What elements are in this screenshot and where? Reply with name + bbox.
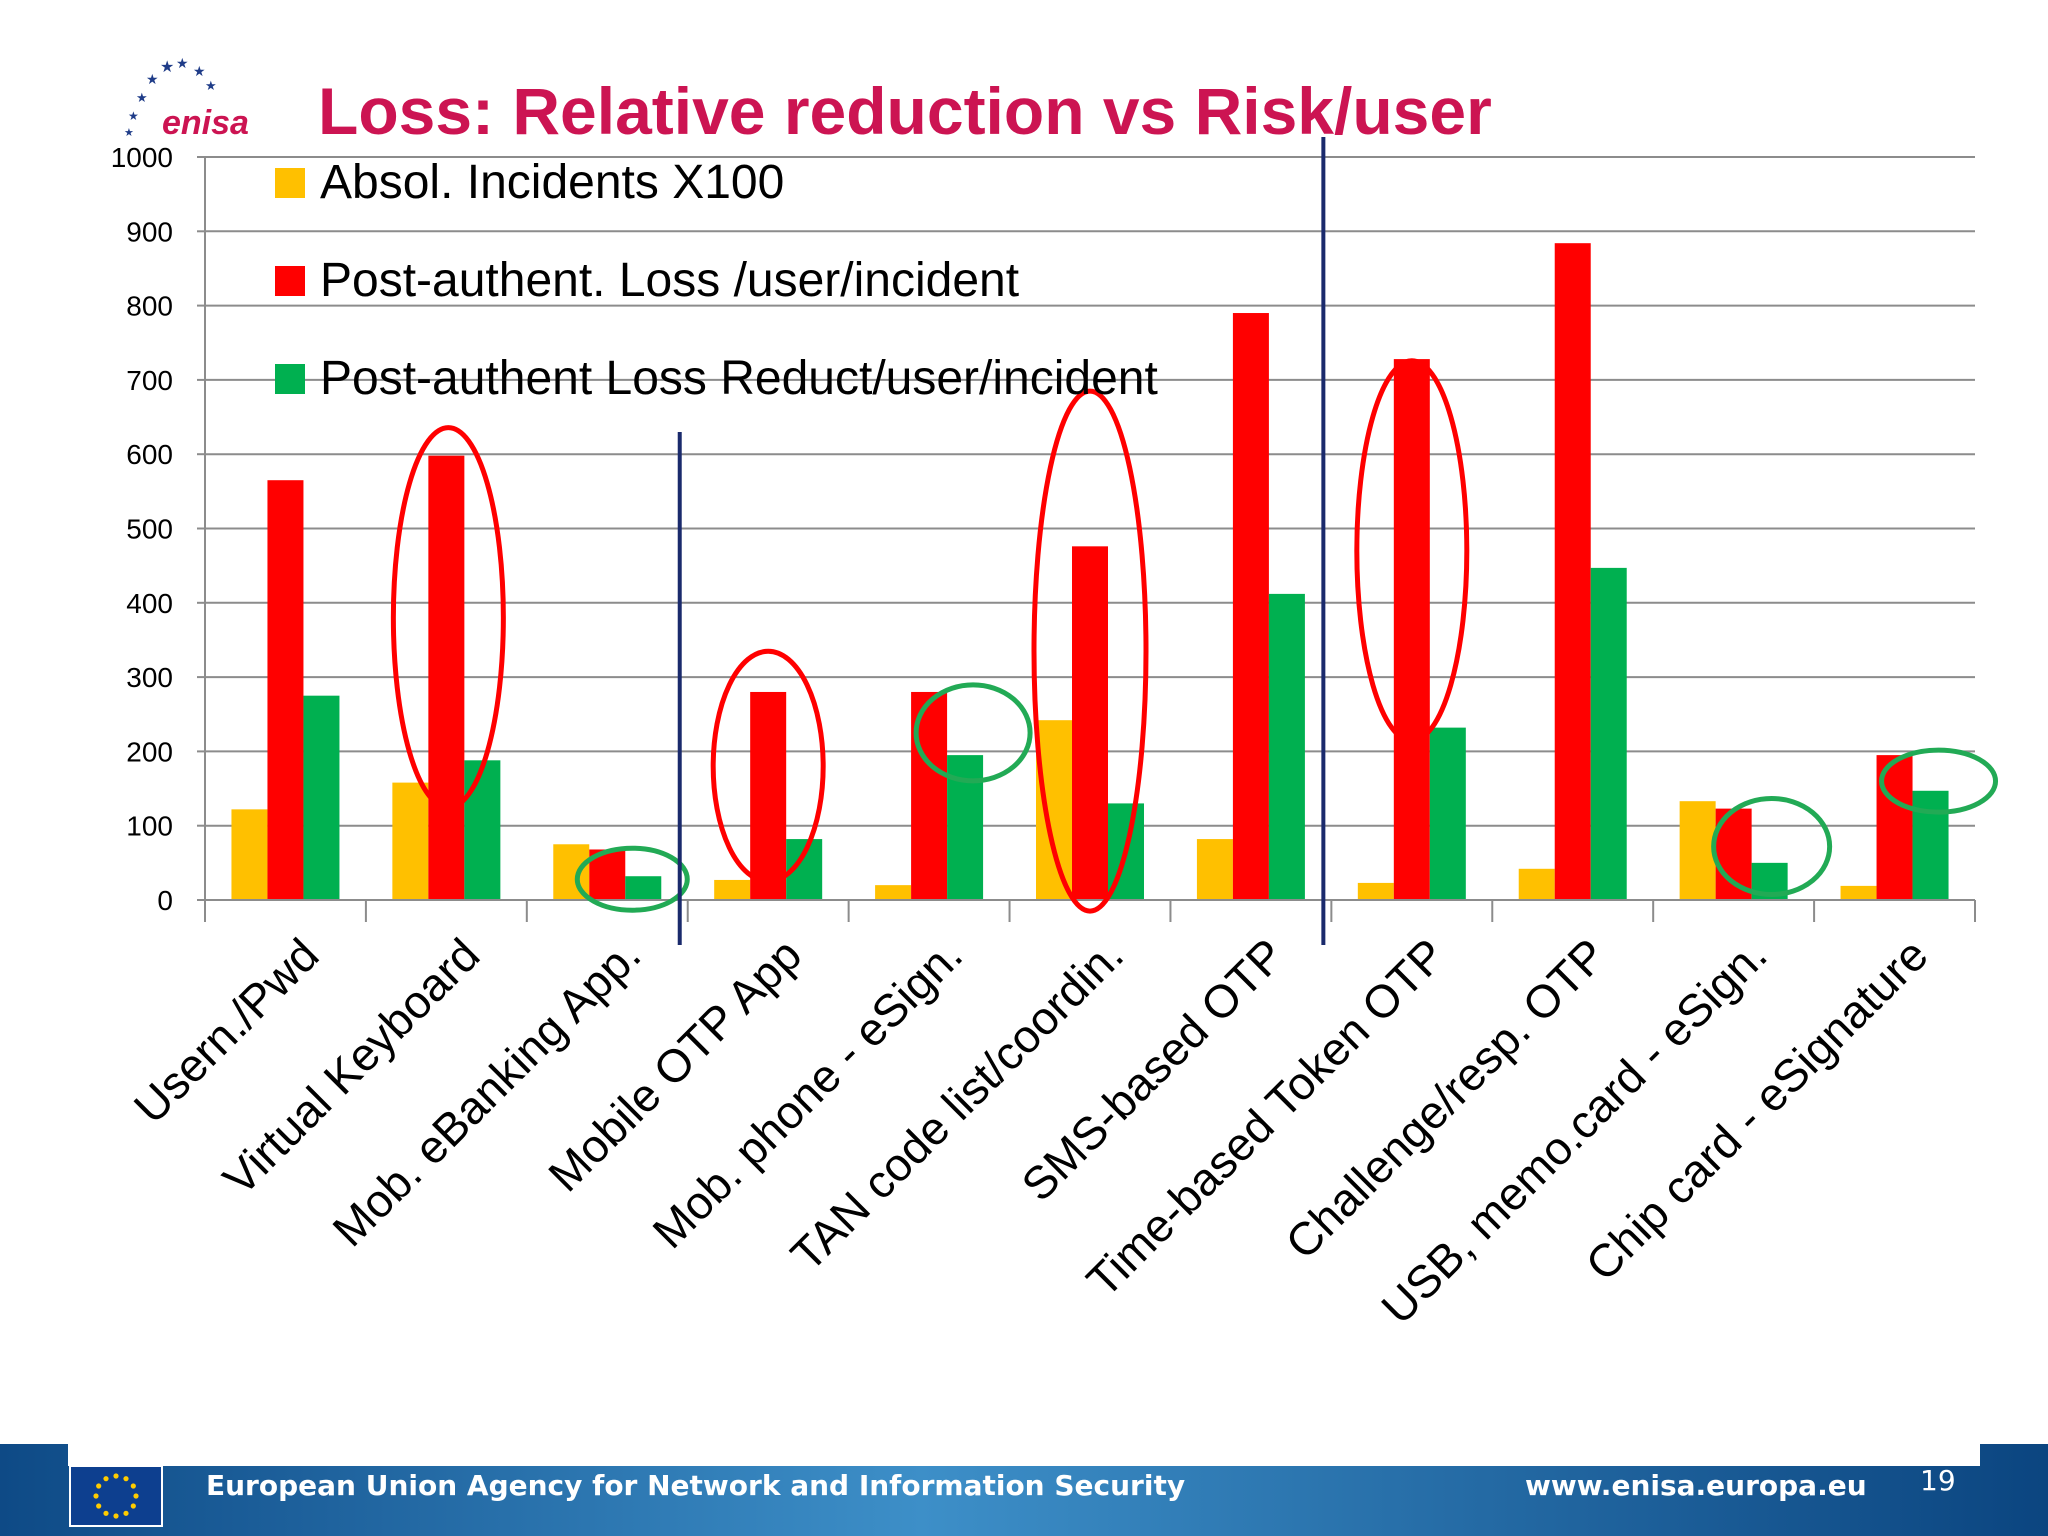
footer-top-strip [68, 1444, 1980, 1466]
bar-1 [714, 879, 751, 900]
svg-text:★: ★ [146, 71, 159, 87]
logo-text: enisa [162, 104, 249, 142]
y-tick-label: 600 [126, 439, 173, 470]
svg-text:★: ★ [176, 55, 189, 71]
bar-2 [1072, 546, 1108, 900]
y-axis-ticks: 0 100 200 300 400 500 600 700 800 900 1000 [111, 142, 206, 916]
y-tick-label: 500 [126, 514, 173, 545]
legend-label: Absol. Incidents X100 [320, 156, 784, 209]
bar-1 [1357, 882, 1394, 900]
bar-3 [1268, 593, 1305, 900]
green-ellipse [1879, 747, 1999, 815]
y-tick-label: 200 [126, 736, 173, 767]
eu-star [130, 1503, 136, 1509]
svg-text:★: ★ [193, 63, 206, 79]
eu-flag-icon [69, 1465, 163, 1527]
legend-swatch [275, 168, 305, 198]
logo-stars-icon: ★ ★ ★ ★ ★ ★ ★ ★ [124, 55, 217, 139]
red-ellipse [1354, 358, 1470, 744]
y-tick-label: 900 [126, 216, 173, 247]
svg-text:★: ★ [124, 127, 134, 139]
bar-1 [1036, 720, 1072, 900]
y-tick-label: 0 [157, 885, 173, 916]
footer: European Union Agency for Network and In… [0, 1444, 2048, 1536]
eu-star [96, 1483, 102, 1489]
eu-star [113, 1513, 119, 1519]
legend-swatch [275, 364, 305, 394]
footer-agency: European Union Agency for Network and In… [206, 1469, 1185, 1502]
eu-star [133, 1493, 139, 1499]
svg-text:★: ★ [136, 90, 148, 105]
eu-star [123, 1510, 129, 1516]
eu-star [96, 1503, 102, 1509]
annotations [390, 137, 1999, 945]
bar-3 [464, 760, 501, 900]
y-tick-label: 300 [126, 662, 173, 693]
x-tick-label: Mob. phone - eSign. [642, 928, 972, 1258]
bar-2 [428, 455, 465, 900]
green-ellipse [1711, 796, 1833, 898]
bar-2 [1554, 243, 1591, 901]
y-tick-label: 100 [126, 811, 173, 842]
bar-1 [1840, 885, 1877, 900]
legend-label: Post-authent. Loss /user/incident [320, 254, 1019, 307]
bar-1 [1518, 868, 1555, 900]
green-ellipse [913, 682, 1033, 784]
bar-3 [1912, 790, 1949, 900]
bar-1 [231, 809, 268, 900]
eu-star [103, 1510, 109, 1516]
legend-swatch [275, 266, 305, 296]
enisa-logo: ★ ★ ★ ★ ★ ★ ★ ★ enisa [124, 55, 249, 142]
footer-website: www.enisa.europa.eu [1525, 1469, 1867, 1502]
eu-star [113, 1473, 119, 1479]
bar-2 [1232, 313, 1269, 900]
bar-2 [1393, 359, 1430, 900]
bar-1 [392, 782, 429, 900]
svg-text:★: ★ [128, 109, 139, 123]
y-tick-label: 700 [126, 365, 173, 396]
y-tick-label: 800 [126, 291, 173, 322]
red-ellipse [1031, 388, 1149, 914]
svg-text:★: ★ [160, 59, 174, 76]
x-axis [204, 899, 1976, 922]
eu-star [103, 1476, 109, 1482]
bar-1 [1196, 839, 1233, 900]
page-number: 19 [1920, 1464, 1956, 1497]
red-ellipse [710, 648, 826, 884]
eu-star [130, 1483, 136, 1489]
x-tick-label: Challenge/resp. OTP [1275, 928, 1616, 1269]
bar-3 [1590, 567, 1627, 900]
svg-text:★: ★ [205, 78, 217, 93]
bar-3 [1429, 727, 1466, 900]
legend-label: Post-authent Loss Reduct/user/incident [320, 352, 1158, 405]
bar-1 [1679, 801, 1716, 900]
eu-star [93, 1493, 99, 1499]
page-title: Loss: Relative reduction vs Risk/user [318, 74, 1492, 148]
bar-2 [750, 691, 787, 900]
y-tick-label: 400 [126, 588, 173, 619]
legend: Absol. Incidents X100 Post-authent. Loss … [275, 156, 1158, 405]
bar-2 [267, 480, 304, 900]
green-ellipse [574, 845, 690, 913]
x-tick-label: Mob. eBanking App. [322, 928, 650, 1256]
bar-3 [625, 876, 662, 900]
bars [231, 243, 1949, 901]
y-tick-label: 1000 [111, 142, 173, 173]
eu-star [123, 1476, 129, 1482]
bar-3 [303, 695, 340, 900]
bar-1 [875, 885, 912, 900]
red-ellipse [390, 425, 506, 811]
